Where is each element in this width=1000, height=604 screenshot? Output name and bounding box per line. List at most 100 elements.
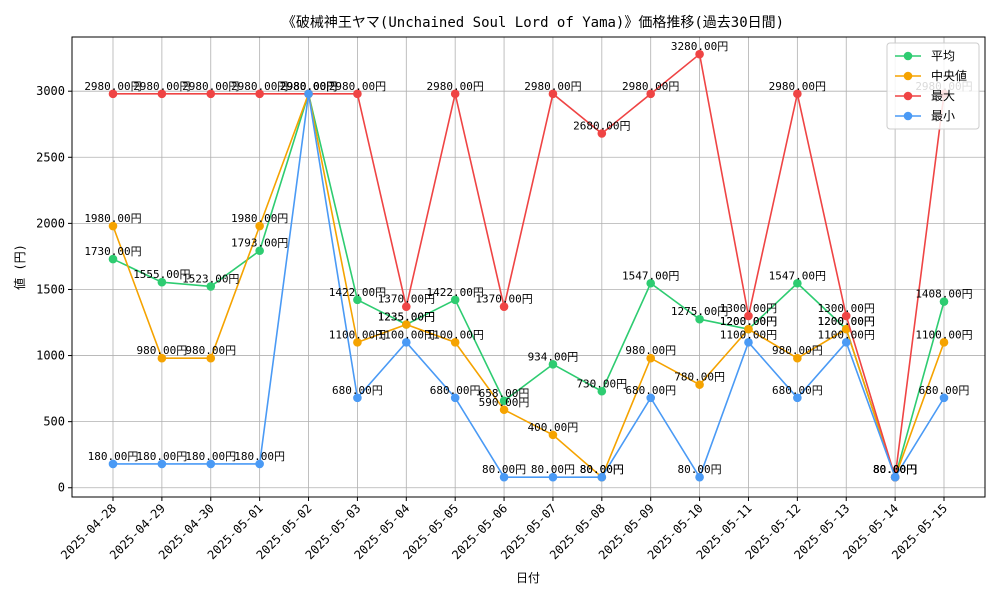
data-label: 1422.00円 xyxy=(426,286,483,299)
data-point xyxy=(646,393,656,403)
data-point xyxy=(450,338,460,347)
data-label: 80.00円 xyxy=(580,463,624,476)
data-label: 1100.00円 xyxy=(720,328,777,341)
data-point xyxy=(108,254,118,264)
data-label: 2980.00円 xyxy=(329,80,386,93)
legend-swatch-marker xyxy=(903,71,913,81)
data-point xyxy=(157,277,167,287)
data-point xyxy=(695,472,704,482)
data-label: 1300.00円 xyxy=(720,302,777,315)
data-point xyxy=(255,89,264,99)
data-label: 1200.00円 xyxy=(720,315,777,328)
data-label: 1422.00円 xyxy=(329,286,386,299)
legend-swatch-marker xyxy=(903,111,913,121)
y-tick-label: 0 xyxy=(58,481,65,495)
data-label: 2680.00円 xyxy=(573,119,630,132)
series-line-0 xyxy=(112,90,945,480)
data-point xyxy=(548,472,558,482)
data-label: 680.00円 xyxy=(919,384,970,397)
data-label: 80.00円 xyxy=(873,463,917,476)
data-point xyxy=(353,393,362,403)
data-label: 1730.00円 xyxy=(84,245,141,258)
series-line-2 xyxy=(113,52,945,478)
data-label: 2980.00円 xyxy=(84,80,141,93)
grid xyxy=(72,37,985,497)
data-point xyxy=(108,89,118,99)
data-label: 1300.00円 xyxy=(818,302,875,315)
data-label: 1275.00円 xyxy=(671,305,728,318)
legend-entry-label: 平均 xyxy=(931,49,955,63)
data-label: 680.00円 xyxy=(625,384,676,397)
data-point xyxy=(793,89,802,99)
data-point xyxy=(206,459,216,469)
data-point xyxy=(841,311,851,321)
data-point xyxy=(255,221,264,231)
data-point xyxy=(108,221,118,231)
y-tick-label: 1000 xyxy=(36,349,65,363)
data-point xyxy=(793,278,802,288)
y-tick-label: 2000 xyxy=(36,216,65,230)
data-label: 1200.00円 xyxy=(818,315,875,328)
data-label: 1408.00円 xyxy=(915,288,972,301)
data-label: 1370.00円 xyxy=(378,293,435,306)
data-label: 1100.00円 xyxy=(818,328,875,341)
data-label: 590.00円 xyxy=(479,396,530,409)
data-point xyxy=(499,472,509,482)
data-point xyxy=(401,302,411,311)
data-point xyxy=(695,380,704,389)
data-label: 780.00円 xyxy=(674,371,725,384)
data-label: 980.00円 xyxy=(625,344,676,357)
data-label: 2980.00円 xyxy=(280,80,337,93)
data-label: 80.00円 xyxy=(531,463,575,476)
data-label: 1200.00円 xyxy=(720,315,777,328)
data-point xyxy=(939,297,949,306)
data-label: 2980.00円 xyxy=(280,80,337,93)
data-label: 180.00円 xyxy=(88,450,139,463)
data-point xyxy=(841,324,851,334)
data-point xyxy=(206,353,216,363)
legend-entry-label: 最小 xyxy=(931,109,955,123)
data-label: 180.00円 xyxy=(234,450,285,463)
data-point xyxy=(255,459,264,469)
data-label: 980.00円 xyxy=(185,344,236,357)
data-label: 1980.00円 xyxy=(84,212,141,225)
data-label: 1555.00円 xyxy=(133,268,190,281)
data-point xyxy=(890,472,900,482)
data-point xyxy=(206,282,216,291)
data-label: 680.00円 xyxy=(332,384,383,397)
data-point xyxy=(695,49,704,59)
data-point xyxy=(450,89,460,99)
data-point xyxy=(548,359,558,369)
data-point xyxy=(157,353,167,363)
series-line-3 xyxy=(113,93,945,480)
data-point xyxy=(793,393,802,403)
axes: 0500100015002000250030002025-04-282025-0… xyxy=(36,84,950,562)
data-label: 1370.00円 xyxy=(475,293,532,306)
data-label: 658.00円 xyxy=(479,387,530,400)
data-point xyxy=(157,459,167,469)
y-tick-label: 3000 xyxy=(36,84,65,98)
data-label: 400.00円 xyxy=(528,421,579,434)
data-label: 1547.00円 xyxy=(769,269,826,282)
data-label: 2980.00円 xyxy=(182,80,239,93)
legend-swatch-marker xyxy=(903,51,913,61)
data-label: 2980.00円 xyxy=(524,80,581,93)
data-label: 680.00円 xyxy=(430,384,481,397)
data-point xyxy=(353,338,362,347)
y-tick-label: 2500 xyxy=(36,150,65,164)
data-point xyxy=(353,295,362,305)
data-point xyxy=(499,302,509,311)
data-point xyxy=(597,472,607,482)
data-label: 1100.00円 xyxy=(329,328,386,341)
data-point xyxy=(304,89,313,99)
data-point xyxy=(646,353,656,363)
data-label: 2980.00円 xyxy=(231,80,288,93)
y-tick-label: 1500 xyxy=(36,282,65,296)
data-point xyxy=(353,89,362,99)
data-label: 2980.00円 xyxy=(280,80,337,93)
data-point xyxy=(255,246,264,256)
data-label: 730.00円 xyxy=(576,377,627,390)
